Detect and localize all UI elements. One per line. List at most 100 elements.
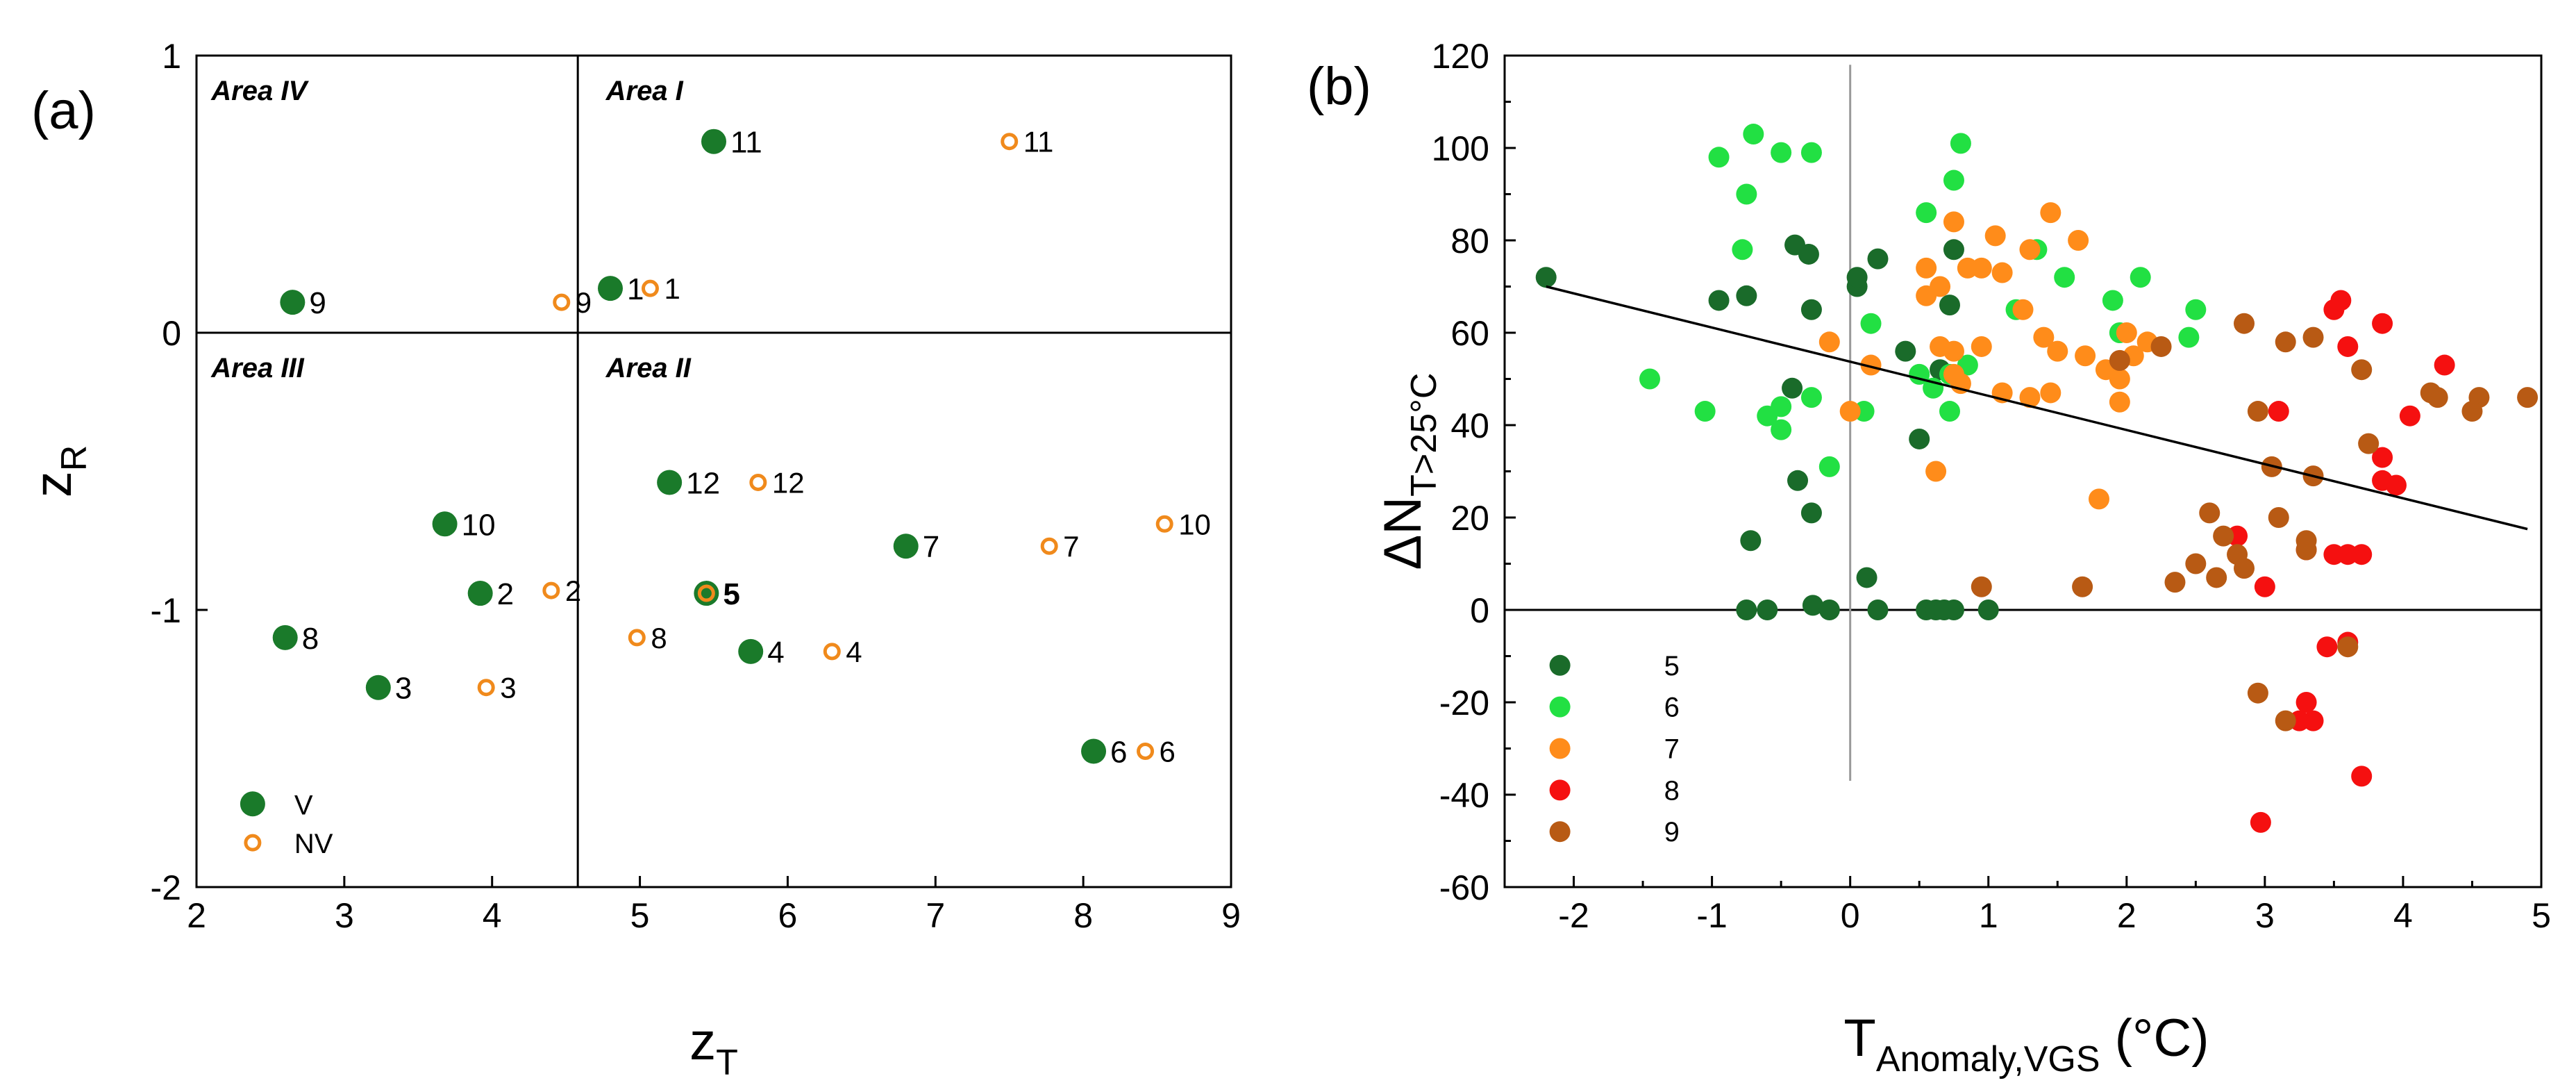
point-month-5 xyxy=(1708,290,1730,311)
point-month-9 xyxy=(1971,576,1992,597)
point-month-9 xyxy=(2164,572,2186,593)
x-axis-title: zT xyxy=(689,1012,738,1083)
point-nv xyxy=(542,581,560,599)
point-month-6 xyxy=(1771,419,1792,440)
area-label: Area I xyxy=(605,76,684,106)
point-month-9 xyxy=(2268,507,2289,528)
point-month-6 xyxy=(1639,368,1661,390)
point-month-8 xyxy=(2372,447,2393,468)
point-v xyxy=(598,276,623,301)
point-month-9 xyxy=(2517,387,2539,408)
point-month-7 xyxy=(1916,257,1937,279)
point-nv xyxy=(1001,133,1019,151)
point-label-nv: 1 xyxy=(664,272,680,305)
point-v xyxy=(272,624,298,650)
point-month-6 xyxy=(1800,387,1822,408)
point-v xyxy=(365,675,391,700)
point-month-7 xyxy=(2075,345,2096,367)
point-month-5 xyxy=(1736,285,1757,306)
point-month-5 xyxy=(1943,239,1964,260)
point-month-6 xyxy=(1732,239,1753,260)
point-month-8 xyxy=(2268,401,2289,422)
point-month-6 xyxy=(2054,267,2075,288)
point-month-7 xyxy=(1943,340,1964,362)
point-month-8 xyxy=(2351,544,2373,565)
point-month-7 xyxy=(1860,354,1882,376)
y-axis-title: ΔNT>25°C xyxy=(1373,373,1444,570)
x-tick-label: 6 xyxy=(778,896,798,935)
point-label-v: 6 xyxy=(1110,735,1127,769)
y-tick-label: 60 xyxy=(1450,314,1489,353)
point-month-7 xyxy=(2040,382,2061,404)
point-month-5 xyxy=(1800,502,1822,524)
legend-marker-7 xyxy=(1549,738,1571,759)
point-month-8 xyxy=(2351,766,2373,787)
point-month-9 xyxy=(2213,525,2234,547)
point-v xyxy=(657,470,683,495)
point-label-nv: 6 xyxy=(1160,735,1176,768)
point-month-9 xyxy=(2275,710,2296,731)
point-label-v: 3 xyxy=(395,672,412,706)
point-month-8 xyxy=(2250,811,2271,833)
point-month-7 xyxy=(1943,363,1964,385)
y-tick-label: 20 xyxy=(1450,499,1489,538)
point-label-nv: 11 xyxy=(1023,126,1054,158)
point-month-8 xyxy=(2372,313,2393,334)
point-month-9 xyxy=(2109,349,2130,371)
point-nv xyxy=(1155,515,1173,533)
point-label-v: 7 xyxy=(923,530,939,564)
point-label-v: 8 xyxy=(302,622,319,656)
point-month-9 xyxy=(2234,558,2255,579)
point-month-9 xyxy=(2185,553,2207,574)
point-v xyxy=(467,581,493,606)
point-month-5 xyxy=(1818,599,1840,620)
point-month-7 xyxy=(1818,331,1840,353)
legend-label-7: 7 xyxy=(1664,734,1680,765)
point-month-5 xyxy=(1977,599,1999,620)
point-month-7 xyxy=(1984,225,2006,247)
y-tick-label: 100 xyxy=(1432,129,1489,168)
point-month-8 xyxy=(2337,336,2359,357)
point-month-5 xyxy=(1798,243,1819,265)
legend-label-6: 6 xyxy=(1664,693,1680,723)
x-tick-label: 2 xyxy=(2117,896,2136,935)
y-tick-label: -40 xyxy=(1439,776,1489,815)
point-label-v: 10 xyxy=(462,508,496,542)
y-axis-title-sub: T>25°C xyxy=(1404,373,1444,497)
y-tick-label: 40 xyxy=(1450,406,1489,445)
legend-marker-nv xyxy=(244,834,262,852)
x-tick-label: 8 xyxy=(1073,896,1093,935)
point-v xyxy=(432,511,458,537)
legend-marker-v xyxy=(240,791,265,817)
point-month-8 xyxy=(2330,290,2352,311)
x-tick-label: -1 xyxy=(1696,896,1727,935)
point-month-5 xyxy=(1787,470,1809,491)
area-label: Area III xyxy=(210,353,304,383)
point-month-5 xyxy=(1740,530,1762,552)
legend-marker-6 xyxy=(1549,696,1571,718)
point-month-8 xyxy=(2295,692,2317,713)
point-label-nv: 9 xyxy=(576,286,592,319)
point-month-8 xyxy=(2316,636,2338,658)
point-month-6 xyxy=(1939,401,1960,422)
x-tick-label: 1 xyxy=(1979,896,1998,935)
point-month-6 xyxy=(1943,169,1964,191)
x-tick-label: 5 xyxy=(630,896,650,935)
point-label-nv: 2 xyxy=(565,574,581,607)
x-axis-title-sub: Anomaly,VGS xyxy=(1876,1039,2100,1079)
point-v xyxy=(1081,738,1107,764)
point-label-v: 9 xyxy=(309,286,326,320)
point-label-v: 1 xyxy=(627,272,644,306)
point-month-5 xyxy=(1802,595,1823,616)
y-tick-label: 80 xyxy=(1450,222,1489,260)
point-v xyxy=(280,290,306,315)
x-tick-label: 3 xyxy=(2255,896,2275,935)
y-tick-label: -20 xyxy=(1439,684,1489,722)
point-month-7 xyxy=(2019,387,2041,408)
point-month-5 xyxy=(1895,340,1916,362)
point-month-5 xyxy=(1782,377,1803,399)
point-month-6 xyxy=(1736,183,1757,205)
point-label-v: 12 xyxy=(686,466,720,500)
point-label-nv: 8 xyxy=(651,622,667,654)
